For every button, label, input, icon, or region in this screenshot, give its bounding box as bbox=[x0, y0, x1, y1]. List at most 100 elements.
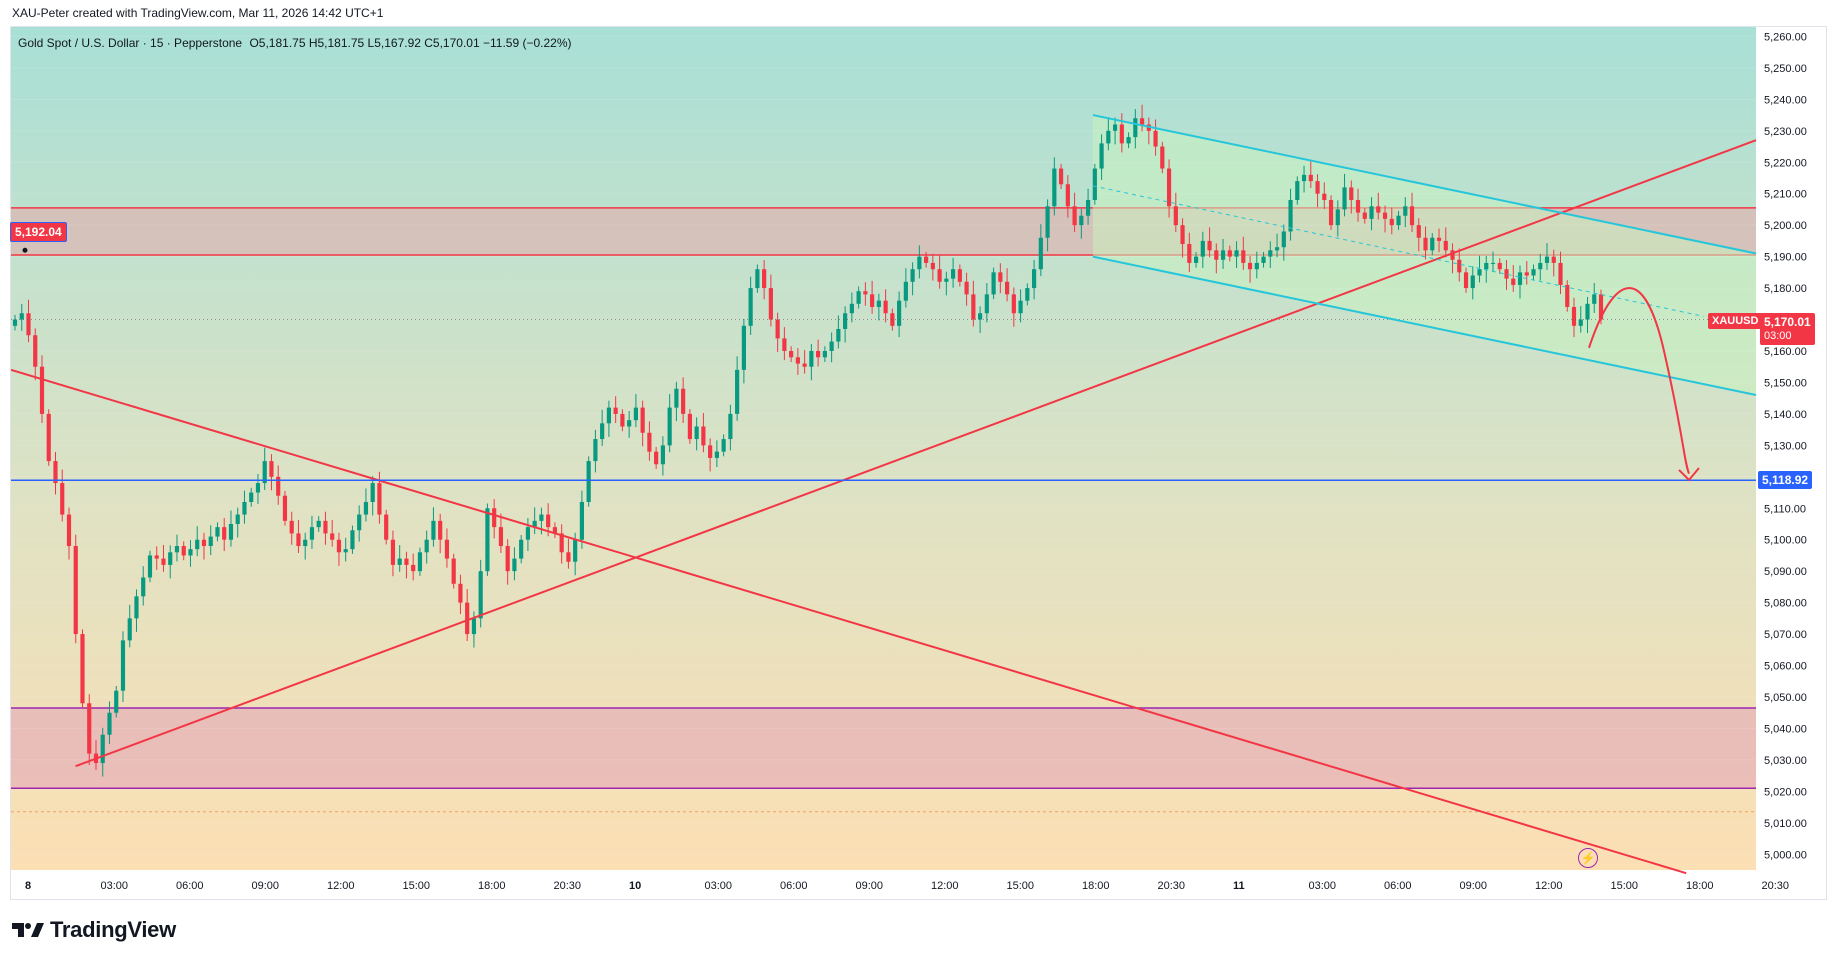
candle-body bbox=[1106, 130, 1111, 144]
candle-body bbox=[174, 546, 180, 553]
candle-body bbox=[323, 520, 328, 534]
price-axis[interactable]: 5,260.00 5,250.00 5,240.00 5,230.00 5,220.00… bbox=[1764, 31, 1807, 861]
candle-body bbox=[1592, 294, 1597, 304]
time-tick-label: 09:00 bbox=[252, 880, 280, 892]
candle-body bbox=[681, 388, 686, 414]
candle-body bbox=[951, 269, 956, 279]
candle-body bbox=[1463, 272, 1469, 289]
candle-body bbox=[1058, 168, 1064, 185]
candle-body bbox=[26, 313, 31, 336]
time-tick-label: 18:00 bbox=[1686, 880, 1714, 892]
candle-body bbox=[627, 420, 632, 427]
candle-body bbox=[282, 495, 288, 521]
candle-body bbox=[458, 583, 463, 603]
candle-body bbox=[984, 294, 989, 314]
candle-body bbox=[1288, 200, 1293, 232]
candle-body bbox=[829, 341, 834, 351]
candle-body bbox=[1112, 124, 1118, 131]
candle-body bbox=[431, 520, 436, 540]
candle-body bbox=[417, 552, 423, 572]
price-tick-label: 5,150.00 bbox=[1764, 377, 1807, 389]
tradingview-wordmark: TradingView bbox=[50, 917, 176, 942]
flash-icon[interactable]: ⚡ bbox=[1578, 848, 1598, 868]
candle-body bbox=[377, 483, 382, 515]
candle-body bbox=[397, 558, 402, 565]
candle-body bbox=[775, 319, 780, 339]
candle-body bbox=[330, 533, 335, 540]
candle-body bbox=[1578, 319, 1583, 326]
candle-body bbox=[1025, 288, 1030, 301]
candle-body bbox=[566, 552, 571, 562]
candle-body bbox=[141, 577, 146, 597]
price-tick-label: 5,040.00 bbox=[1764, 723, 1807, 735]
price-chart[interactable]: 5,260.00 5,250.00 5,240.00 5,230.00 5,220.00… bbox=[11, 27, 1826, 899]
channel-lower-line bbox=[1092, 255, 1757, 397]
candle-body bbox=[944, 278, 949, 282]
candle-body bbox=[1085, 200, 1091, 216]
candle-body bbox=[1153, 130, 1158, 147]
chart-frame[interactable]: 5,260.00 5,250.00 5,240.00 5,230.00 5,220.00… bbox=[10, 26, 1827, 900]
candle-body bbox=[694, 426, 699, 440]
candle-body bbox=[836, 328, 841, 342]
candle-body bbox=[1416, 225, 1421, 238]
candle-body bbox=[1045, 206, 1050, 238]
candle-body bbox=[1409, 206, 1415, 226]
candle-body bbox=[1551, 256, 1556, 263]
price-tick-label: 5,100.00 bbox=[1764, 535, 1807, 547]
candle-body bbox=[87, 703, 92, 754]
candle-body bbox=[1389, 218, 1394, 226]
candle-body bbox=[1207, 240, 1212, 251]
forecast-arrow-head bbox=[1678, 467, 1700, 482]
candle-body bbox=[1355, 200, 1361, 213]
candle-body bbox=[924, 256, 929, 263]
candle-body bbox=[505, 546, 510, 572]
candle-body bbox=[46, 413, 51, 462]
candle-body bbox=[1079, 215, 1084, 226]
candle-body bbox=[883, 300, 888, 314]
candle-body bbox=[1436, 237, 1442, 241]
candle-body bbox=[1342, 187, 1347, 210]
time-tick-label: 18:00 bbox=[478, 880, 506, 892]
candle-body bbox=[438, 520, 443, 540]
time-tick-label: 15:00 bbox=[1611, 880, 1639, 892]
candle-body bbox=[411, 564, 416, 572]
candle-body bbox=[1214, 250, 1219, 260]
time-axis[interactable]: 8 03:00 06:00 09:00 12:00 15:00 18:00 20:30 10 03… bbox=[25, 880, 1789, 892]
symbol-title[interactable]: Gold Spot / U.S. Dollar · 15 · Peppersto… bbox=[18, 36, 243, 50]
candle-body bbox=[633, 407, 638, 421]
last-price-tag: 5,170.01 03:00 bbox=[1760, 313, 1815, 345]
candle-body bbox=[1598, 294, 1604, 320]
candle-body bbox=[978, 313, 983, 320]
candle-body bbox=[208, 536, 213, 547]
candle-body bbox=[1403, 206, 1408, 216]
candle-body bbox=[654, 451, 659, 465]
candle-body bbox=[1247, 262, 1253, 270]
time-tick-label: 06:00 bbox=[780, 880, 808, 892]
candle-body bbox=[1301, 174, 1307, 182]
candle-body bbox=[667, 407, 672, 446]
candle-body bbox=[1180, 225, 1185, 245]
candle-body bbox=[613, 407, 618, 414]
forecast-arrow-path bbox=[1588, 287, 1690, 475]
time-tick-label: 15:00 bbox=[1007, 880, 1035, 892]
footer-brand[interactable]: TradingView bbox=[12, 917, 176, 942]
candle-body bbox=[1349, 187, 1354, 201]
price-tick-label: 5,200.00 bbox=[1764, 220, 1807, 232]
tradingview-logo-icon bbox=[12, 923, 44, 937]
candle-body bbox=[1443, 240, 1448, 251]
price-tick-label: 5,010.00 bbox=[1764, 818, 1807, 830]
candle-body bbox=[809, 350, 814, 367]
candle-body bbox=[1322, 193, 1327, 201]
candle-body bbox=[1261, 256, 1266, 263]
time-tick-label: 15:00 bbox=[403, 880, 431, 892]
candle-body bbox=[60, 483, 65, 515]
candle-body bbox=[600, 423, 605, 440]
channel-upper-line bbox=[1092, 114, 1757, 255]
candle-body bbox=[424, 539, 429, 553]
candle-body bbox=[451, 558, 456, 584]
candle-body bbox=[1072, 206, 1077, 226]
candle-body bbox=[1227, 250, 1232, 257]
time-tick-label: 09:00 bbox=[856, 880, 884, 892]
candle-body bbox=[890, 313, 895, 326]
candle-body bbox=[546, 514, 551, 528]
